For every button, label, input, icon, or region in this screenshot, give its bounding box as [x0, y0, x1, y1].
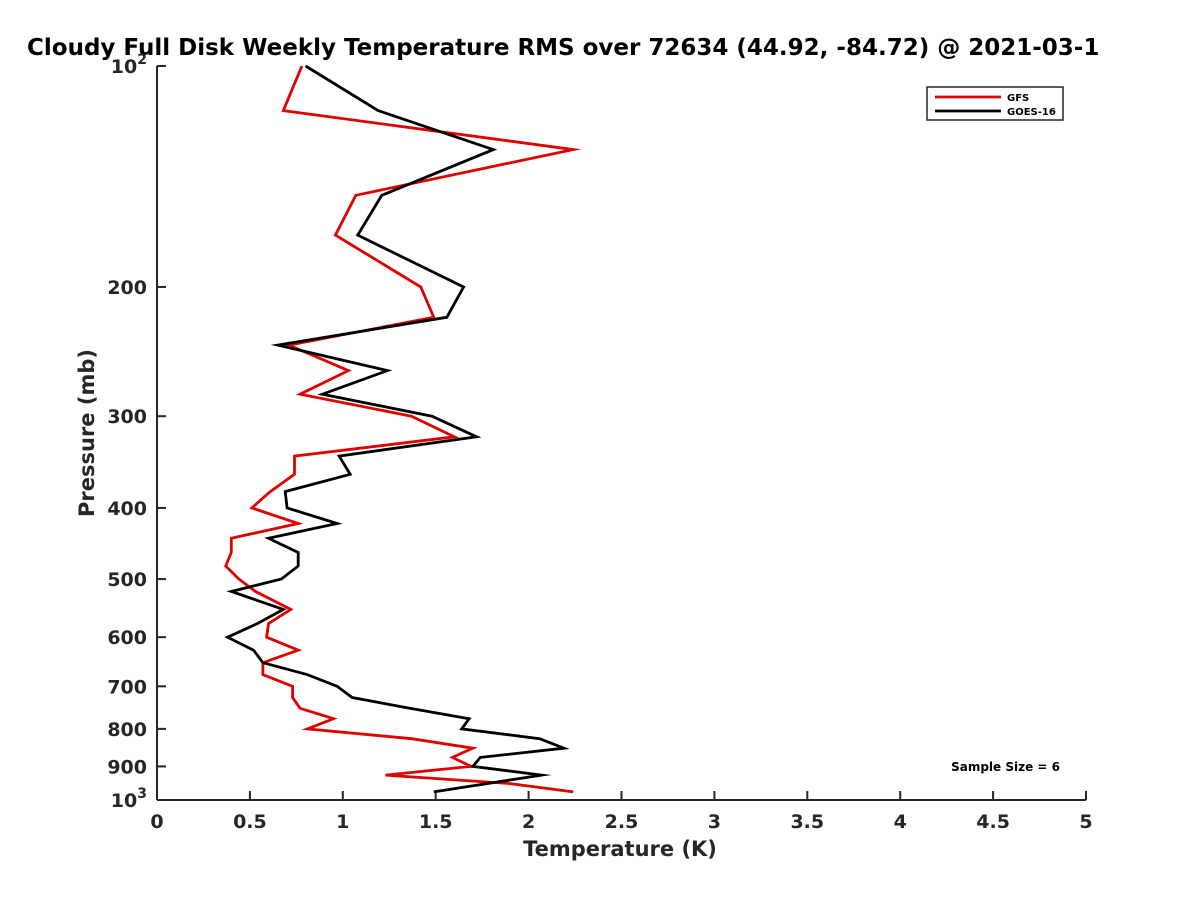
sample-size-annotation: Sample Size = 6	[951, 760, 1060, 774]
y-tick-label: 300	[107, 406, 147, 428]
x-tick-label: 1.5	[419, 811, 453, 833]
x-tick-label: 2	[522, 811, 535, 833]
x-tick-label: 4	[894, 811, 907, 833]
axes: 0 0.5 1 1.5 2 2.5 3 3.5 4 4.5 5 102 200 300 400 500 600 7…	[107, 52, 1092, 833]
x-tick-label: 5	[1079, 811, 1092, 833]
x-tick-label: 4.5	[976, 811, 1010, 833]
y-tick-label: 400	[107, 498, 147, 520]
x-axis-label: Temperature (K)	[523, 837, 717, 861]
legend-label: GFS	[1007, 93, 1029, 104]
y-tick-label: 500	[107, 569, 147, 591]
x-tick-label: 0.5	[233, 811, 267, 833]
y-tick-label: 102	[111, 52, 147, 78]
legend: GFS GOES-16	[926, 86, 1064, 121]
x-tick-label: 1	[336, 811, 349, 833]
y-tick-label: 600	[107, 627, 147, 649]
legend-label: GOES-16	[1007, 107, 1056, 118]
y-tick-label: 200	[107, 277, 147, 299]
series-line-gfs	[224, 65, 582, 794]
y-tick-label: 103	[111, 786, 147, 812]
chart-title: Cloudy Full Disk Weekly Temperature RMS …	[27, 35, 1099, 61]
y-tick-label: 800	[107, 719, 147, 741]
x-tick-label: 3.5	[790, 811, 824, 833]
y-tick-label: 700	[107, 676, 147, 698]
legend-box	[926, 86, 1064, 121]
series-layer	[224, 64, 582, 794]
y-axis-label: Pressure (mb)	[75, 349, 99, 517]
y-tick-label: 900	[107, 756, 147, 778]
x-tick-label: 2.5	[605, 811, 639, 833]
x-tick-label: 0	[150, 811, 163, 833]
x-tick-label: 3	[708, 811, 721, 833]
series-line-goes-16	[224, 64, 570, 794]
